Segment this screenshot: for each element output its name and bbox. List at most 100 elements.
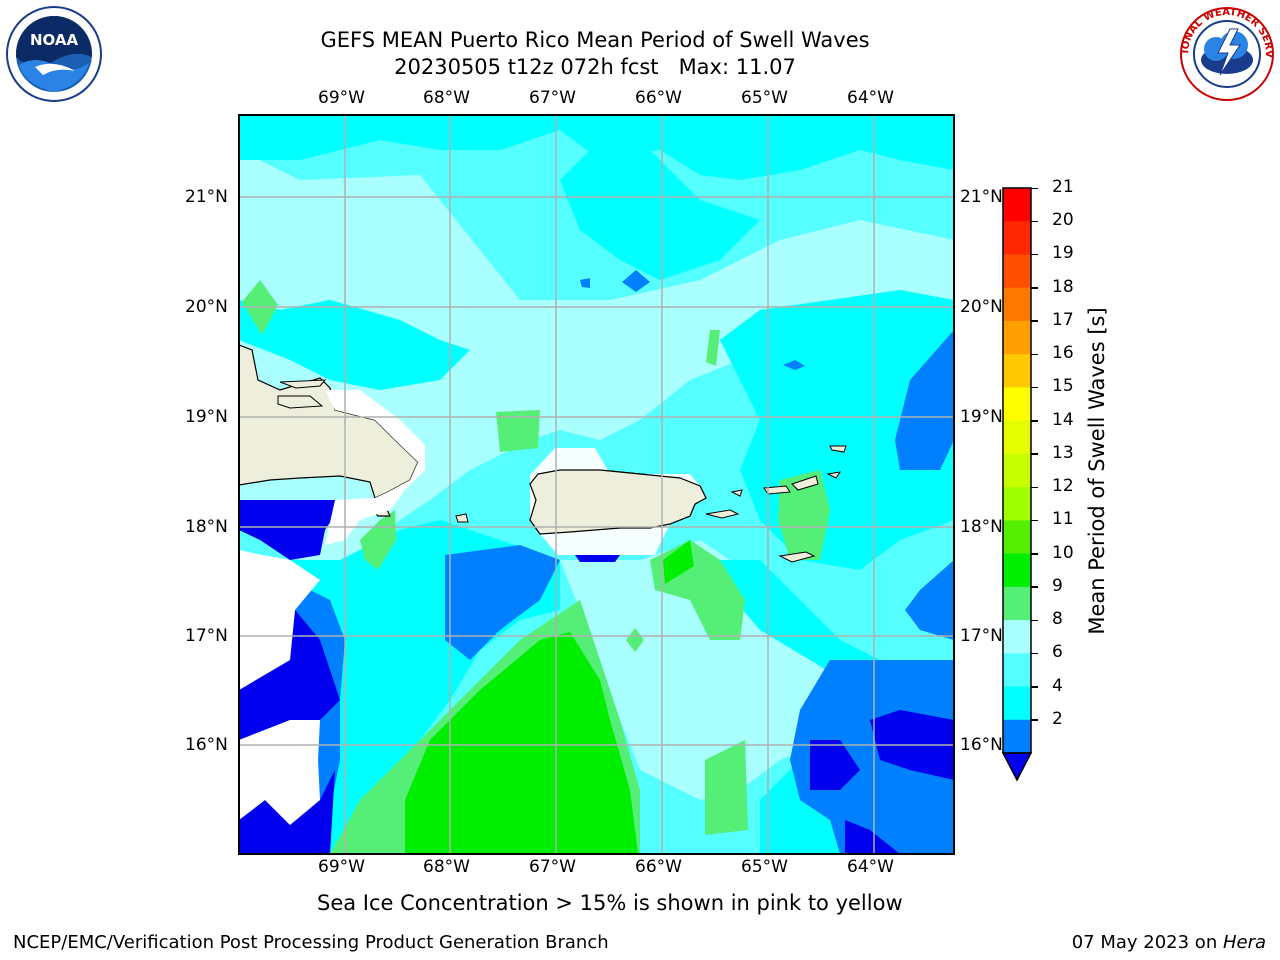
lon-label-bottom-68w: 68°W	[423, 857, 470, 877]
lon-label-top-68w: 68°W	[423, 88, 470, 108]
band-9-10-east	[778, 470, 830, 560]
colorbar-segment	[1003, 221, 1031, 255]
colorbar-segment	[1003, 719, 1031, 754]
band-4-6-east	[720, 290, 954, 570]
band-9-10-small-spot	[626, 628, 644, 652]
band-4-6-west	[239, 300, 470, 390]
colorbar-segment	[1003, 188, 1031, 222]
colorbar-segment	[1003, 686, 1031, 721]
lat-label-left-20n: 20°N	[185, 297, 228, 317]
colorbar-segment	[1003, 520, 1031, 555]
colorbar-tick-mark	[1031, 586, 1038, 588]
blue-spot-3	[783, 360, 805, 370]
colorbar-segment	[1003, 586, 1031, 621]
band-4-6-center	[560, 140, 760, 280]
band-below-2-west	[239, 500, 345, 560]
colorbar-segment	[1003, 487, 1031, 521]
colorbar-extend-arrow	[1001, 752, 1033, 782]
colorbar-tick-mark	[1031, 553, 1038, 555]
colorbar-tick-label: 13	[1052, 442, 1074, 463]
culebra-island	[730, 489, 743, 497]
blue-strip-south-pr	[575, 555, 620, 562]
band-below-2-south	[239, 770, 335, 854]
colorbar-segment	[1003, 320, 1031, 355]
colorbar-tick-mark	[1031, 619, 1038, 622]
band-2-4-south-center	[445, 545, 560, 660]
noaa-logo-icon: NOAA	[5, 5, 103, 103]
colorbar	[1001, 187, 1033, 782]
lon-label-bottom-66w: 66°W	[635, 857, 682, 877]
sombrero-island	[826, 471, 842, 479]
footer-branch: NCEP/EMC/Verification Post Processing Pr…	[13, 932, 609, 953]
swell-period-field	[239, 115, 954, 854]
lat-label-left-17n: 17°N	[185, 626, 228, 646]
colorbar-tick-label: 10	[1052, 542, 1074, 563]
band-9-10-south-east	[705, 740, 748, 835]
st-croix-island	[778, 551, 816, 563]
colorbar-tick-mark	[1031, 453, 1038, 455]
colorbar-tick-label: 2	[1052, 708, 1063, 729]
band-9-10-west	[360, 510, 396, 570]
colorbar-segment	[1003, 254, 1031, 289]
colorbar-frame	[1002, 187, 1032, 754]
colorbar-tick-label: 15	[1052, 376, 1074, 397]
virgin-islands-1	[763, 485, 791, 495]
colorbar-segment	[1003, 287, 1031, 322]
band-below-2-south-corner	[845, 820, 900, 854]
lon-label-top-66w: 66°W	[635, 88, 682, 108]
anegada-island	[829, 445, 847, 453]
lat-label-left-19n: 19°N	[185, 407, 228, 427]
no-data-west-1	[239, 550, 320, 690]
colorbar-tick-label: 12	[1052, 476, 1074, 497]
lon-label-top-65w: 65°W	[741, 88, 788, 108]
footer-date-text: 07 May 2023 on	[1071, 932, 1223, 953]
blue-spot-2	[622, 270, 650, 292]
gridlines	[239, 115, 954, 854]
band-9-10-north-spot	[706, 330, 720, 366]
colorbar-tick-label: 6	[1052, 642, 1063, 663]
colorbar-segment	[1003, 553, 1031, 588]
samana-peninsula	[277, 395, 324, 409]
band-10-11-east-spot	[663, 540, 694, 584]
band-below-2-southwest	[239, 610, 340, 740]
colorbar-tick-label: 8	[1052, 609, 1063, 630]
hispaniola-north-coast	[279, 379, 327, 389]
colorbar-tick-label: 11	[1052, 509, 1074, 530]
colorbar-tick-label: 17	[1052, 309, 1074, 330]
noaa-logo-text: NOAA	[30, 31, 79, 49]
lon-label-top-67w: 67°W	[529, 88, 576, 108]
footer-host: Hera	[1222, 932, 1266, 953]
lon-label-top-69w: 69°W	[318, 88, 365, 108]
colorbar-segment	[1003, 653, 1031, 688]
colorbar-segment	[1003, 354, 1031, 388]
lat-label-right-21n: 21°N	[960, 187, 1003, 207]
lat-label-right-17n: 17°N	[960, 626, 1003, 646]
lon-label-top-64w: 64°W	[847, 88, 894, 108]
lat-label-right-19n: 19°N	[960, 407, 1003, 427]
colorbar-tick-mark	[1031, 220, 1038, 223]
colorbar-tick-mark	[1031, 686, 1038, 688]
lat-label-left-18n: 18°N	[185, 517, 228, 537]
colorbar-tick-label: 16	[1052, 343, 1074, 364]
lat-label-left-21n: 21°N	[185, 187, 228, 207]
lat-label-right-16n: 16°N	[960, 735, 1003, 755]
colorbar-tick-mark	[1031, 253, 1038, 256]
colorbar-label: Mean Period of Swell Waves [s]	[1085, 307, 1109, 635]
colorbar-tick-label: 21	[1052, 177, 1074, 197]
map-frame	[238, 114, 955, 855]
colorbar-tick-mark	[1031, 386, 1038, 389]
colorbar-segment	[1003, 387, 1031, 422]
blue-spot-1	[580, 278, 590, 288]
colorbar-tick-mark	[1031, 287, 1038, 289]
colorbar-tick-mark	[1031, 652, 1038, 655]
colorbar-tick-mark	[1031, 420, 1038, 422]
mona-island	[455, 513, 469, 523]
colorbar-segment	[1003, 420, 1031, 455]
lon-label-bottom-64w: 64°W	[847, 857, 894, 877]
colorbar-tick-mark	[1031, 187, 1038, 189]
colorbar-tick-label: 14	[1052, 409, 1074, 430]
band-8-9-south	[560, 540, 870, 800]
chart-title: GEFS MEAN Puerto Rico Mean Period of Swe…	[320, 28, 870, 52]
band-below-2-southeast-spot	[810, 740, 860, 790]
colorbar-tick-mark	[1031, 719, 1038, 721]
